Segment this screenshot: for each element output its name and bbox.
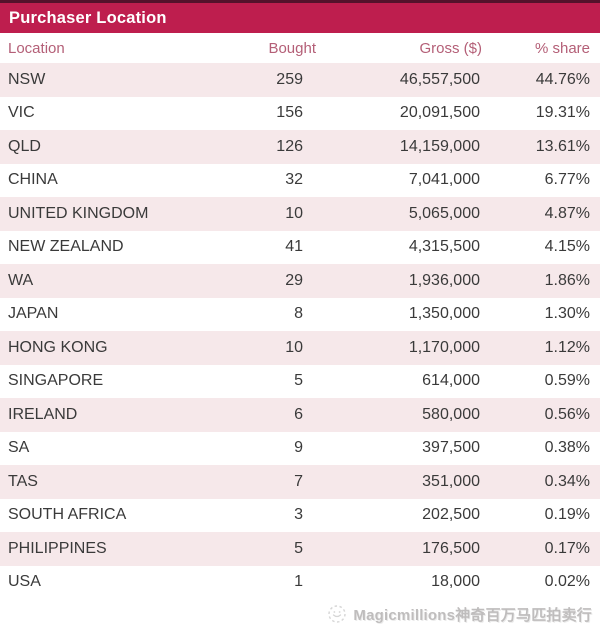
table-row: UNITED KINGDOM 10 5,065,000 4.87%	[0, 197, 600, 231]
cell-gross: 46,557,500	[399, 70, 480, 88]
cell-bought: 41	[285, 238, 303, 256]
cell-share: 1.12%	[544, 338, 590, 356]
cell-share: 0.56%	[544, 405, 590, 423]
cell-gross: 5,065,000	[408, 204, 480, 222]
cell-share: 0.38%	[544, 439, 590, 457]
cell-gross: 20,091,500	[399, 104, 480, 122]
table-row: JAPAN 8 1,350,000 1.30%	[0, 297, 600, 331]
cell-location: SA	[8, 439, 30, 457]
column-header-gross: Gross ($)	[419, 39, 482, 57]
top-border	[0, 0, 600, 3]
cell-gross: 1,350,000	[408, 305, 480, 323]
cell-location: CHINA	[8, 171, 58, 189]
table-row: SOUTH AFRICA 3 202,500 0.19%	[0, 498, 600, 532]
column-header-bought: Bought	[268, 39, 316, 57]
table-row: SINGAPORE 5 614,000 0.59%	[0, 364, 600, 398]
cell-gross: 4,315,500	[408, 238, 480, 256]
table-body: NSW 259 46,557,500 44.76% VIC 156 20,091,500 19…	[0, 63, 600, 599]
column-header-location: Location	[8, 39, 65, 57]
cell-location: USA	[8, 573, 41, 591]
cell-share: 0.02%	[544, 573, 590, 591]
column-header-row: Location Bought Gross ($) % share	[0, 33, 600, 63]
cell-gross: 580,000	[422, 405, 480, 423]
cell-gross: 351,000	[422, 472, 480, 490]
watermark: Magicmillions神奇百万马匹拍卖行	[0, 599, 600, 629]
cell-gross: 202,500	[422, 506, 480, 524]
cell-bought: 3	[294, 506, 303, 524]
cell-location: SOUTH AFRICA	[8, 506, 127, 524]
table-row: HONG KONG 10 1,170,000 1.12%	[0, 331, 600, 365]
cell-location: SINGAPORE	[8, 372, 104, 390]
cell-bought: 9	[294, 439, 303, 457]
cell-bought: 259	[276, 70, 303, 88]
cell-location: QLD	[8, 137, 41, 155]
cell-share: 19.31%	[535, 104, 590, 122]
cell-bought: 29	[285, 271, 303, 289]
cell-share: 4.15%	[544, 238, 590, 256]
cell-gross: 18,000	[431, 573, 480, 591]
cell-share: 0.34%	[544, 472, 590, 490]
magicmillions-logo-icon	[327, 604, 347, 624]
watermark-text: Magicmillions神奇百万马匹拍卖行	[353, 606, 592, 624]
cell-location: NSW	[8, 70, 46, 88]
cell-gross: 397,500	[422, 439, 480, 457]
cell-location: JAPAN	[8, 305, 59, 323]
table-row: NSW 259 46,557,500 44.76%	[0, 63, 600, 97]
cell-bought: 156	[276, 104, 303, 122]
cell-location: NEW ZEALAND	[8, 238, 124, 256]
cell-bought: 5	[294, 372, 303, 390]
table-row: WA 29 1,936,000 1.86%	[0, 264, 600, 298]
cell-bought: 32	[285, 171, 303, 189]
cell-gross: 614,000	[422, 372, 480, 390]
cell-share: 1.86%	[544, 271, 590, 289]
table-row: TAS 7 351,000 0.34%	[0, 465, 600, 499]
table-row: CHINA 32 7,041,000 6.77%	[0, 163, 600, 197]
table-row: SA 9 397,500 0.38%	[0, 431, 600, 465]
cell-share: 0.19%	[544, 506, 590, 524]
table-row: QLD 126 14,159,000 13.61%	[0, 130, 600, 164]
cell-share: 0.17%	[544, 539, 590, 557]
cell-share: 6.77%	[544, 171, 590, 189]
column-header-share: % share	[534, 39, 590, 57]
table-row: VIC 156 20,091,500 19.31%	[0, 96, 600, 130]
cell-gross: 176,500	[422, 539, 480, 557]
table-row: NEW ZEALAND 41 4,315,500 4.15%	[0, 230, 600, 264]
cell-gross: 1,170,000	[408, 338, 480, 356]
cell-location: TAS	[8, 472, 38, 490]
cell-gross: 7,041,000	[408, 171, 480, 189]
cell-share: 44.76%	[535, 70, 590, 88]
table-row: IRELAND 6 580,000 0.56%	[0, 398, 600, 432]
page-title: Purchaser Location	[9, 8, 167, 27]
cell-gross: 14,159,000	[399, 137, 480, 155]
cell-share: 1.30%	[544, 305, 590, 323]
cell-location: WA	[8, 271, 34, 289]
cell-location: PHILIPPINES	[8, 539, 107, 557]
cell-bought: 7	[294, 472, 303, 490]
cell-bought: 10	[285, 338, 303, 356]
table-row: PHILIPPINES 5 176,500 0.17%	[0, 532, 600, 566]
cell-bought: 6	[294, 405, 303, 423]
cell-gross: 1,936,000	[408, 271, 480, 289]
cell-share: 13.61%	[535, 137, 590, 155]
cell-location: HONG KONG	[8, 338, 108, 356]
cell-bought: 8	[294, 305, 303, 323]
cell-location: VIC	[8, 104, 35, 122]
cell-bought: 126	[276, 137, 303, 155]
cell-location: UNITED KINGDOM	[8, 204, 149, 222]
cell-bought: 5	[294, 539, 303, 557]
table-row: USA 1 18,000 0.02%	[0, 565, 600, 599]
cell-bought: 1	[294, 573, 303, 591]
cell-share: 4.87%	[544, 204, 590, 222]
cell-location: IRELAND	[8, 405, 78, 423]
cell-bought: 10	[285, 204, 303, 222]
table-title-bar: Purchaser Location	[0, 3, 600, 33]
cell-share: 0.59%	[544, 372, 590, 390]
